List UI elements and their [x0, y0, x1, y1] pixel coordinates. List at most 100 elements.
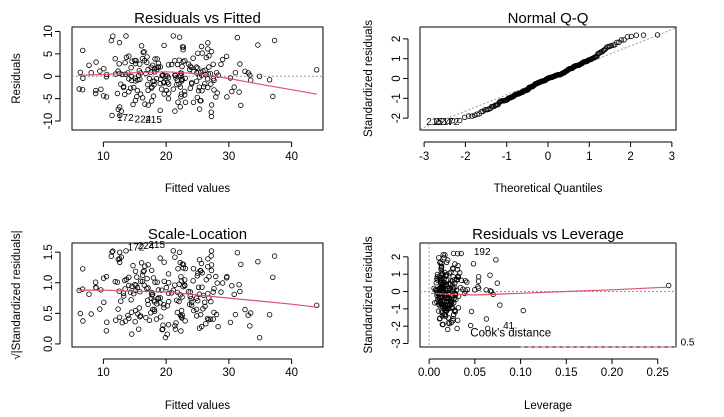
- data-point: [219, 290, 224, 295]
- data-point: [191, 266, 196, 271]
- x-tick-label: 10: [97, 151, 110, 163]
- data-point: [256, 259, 261, 264]
- data-point: [104, 329, 109, 334]
- data-point: [191, 100, 196, 105]
- data-point: [117, 62, 122, 67]
- y-tick-label: 1.5: [43, 244, 55, 260]
- data-point: [176, 100, 181, 105]
- y-tick-label: 0.5: [43, 305, 55, 321]
- data-point: [166, 63, 171, 68]
- data-point: [175, 310, 180, 315]
- data-point: [129, 298, 134, 303]
- y-axis-label: Standardized residuals: [363, 236, 375, 353]
- data-point: [173, 58, 178, 63]
- data-point: [239, 262, 244, 267]
- data-point: [173, 109, 178, 114]
- x-tick-label: -1: [502, 151, 512, 163]
- data-point: [314, 68, 319, 73]
- data-point: [214, 95, 219, 100]
- point-label: 0.5: [681, 337, 695, 348]
- data-point: [111, 34, 116, 39]
- data-point: [641, 33, 646, 38]
- data-point: [257, 335, 262, 340]
- y-tick-label: -5: [43, 94, 55, 104]
- point-label: 172: [117, 113, 134, 124]
- data-point: [209, 82, 214, 87]
- y-tick-label: 1: [391, 271, 403, 277]
- data-point: [158, 315, 163, 320]
- data-point: [219, 62, 224, 67]
- data-point: [209, 268, 214, 273]
- data-point: [105, 320, 110, 325]
- x-axis-label: Theoretical Quantiles: [494, 183, 603, 195]
- data-point: [436, 255, 441, 260]
- data-point: [494, 258, 499, 263]
- data-point: [207, 274, 212, 279]
- data-point: [488, 273, 493, 278]
- y-tick-label: -2: [391, 321, 403, 331]
- data-point: [239, 103, 244, 108]
- x-tick-label: 30: [222, 151, 235, 163]
- data-point: [215, 281, 220, 286]
- x-tick-label: 0: [545, 151, 551, 163]
- data-point: [206, 41, 211, 46]
- panel-2: Normal Q-QTheoretical QuantilesStandardi…: [363, 10, 676, 195]
- data-point: [209, 103, 214, 108]
- data-point: [230, 283, 235, 288]
- data-point: [194, 307, 199, 312]
- data-point: [199, 261, 204, 266]
- data-point: [196, 51, 201, 56]
- data-point: [115, 91, 120, 96]
- data-point: [455, 326, 460, 331]
- data-point: [81, 319, 86, 324]
- data-point: [209, 299, 214, 304]
- data-point: [117, 40, 122, 45]
- chart-title: Residuals vs Leverage: [472, 226, 624, 243]
- data-point: [232, 85, 237, 90]
- data-point: [192, 308, 197, 313]
- data-point: [209, 110, 214, 115]
- data-point: [243, 307, 248, 312]
- data-point: [237, 282, 242, 287]
- y-tick-label: -1: [391, 93, 403, 103]
- data-point: [271, 275, 276, 280]
- data-point: [178, 105, 183, 110]
- point-label: 172: [443, 117, 460, 128]
- data-point: [214, 274, 219, 279]
- y-tick-label: -3: [391, 338, 403, 348]
- data-point: [162, 43, 167, 48]
- data-point: [471, 262, 476, 267]
- data-point: [131, 263, 136, 268]
- point-label: 215: [148, 240, 165, 251]
- data-point: [256, 43, 261, 48]
- data-point: [162, 260, 167, 265]
- data-point: [135, 88, 140, 93]
- data-point: [206, 264, 211, 269]
- y-tick-label: -2: [391, 113, 403, 123]
- data-point: [209, 114, 214, 119]
- data-point: [171, 87, 176, 92]
- data-point: [104, 95, 109, 100]
- data-point: [93, 280, 98, 285]
- data-point: [228, 320, 233, 325]
- data-point: [200, 51, 205, 56]
- data-point: [162, 92, 167, 97]
- data-point: [102, 300, 107, 305]
- data-point: [140, 96, 145, 101]
- data-point: [126, 313, 131, 318]
- data-point: [144, 315, 149, 320]
- data-point: [80, 48, 85, 53]
- data-point: [177, 250, 182, 255]
- data-point: [183, 100, 188, 105]
- data-point: [209, 249, 214, 254]
- x-tick-label: 20: [160, 151, 173, 163]
- data-point: [238, 62, 243, 67]
- data-point: [89, 70, 94, 75]
- data-point: [99, 87, 104, 92]
- data-point: [159, 87, 164, 92]
- y-tick-label: 2: [391, 254, 403, 260]
- data-point: [136, 327, 141, 332]
- data-point: [166, 322, 171, 327]
- data-point: [233, 312, 238, 317]
